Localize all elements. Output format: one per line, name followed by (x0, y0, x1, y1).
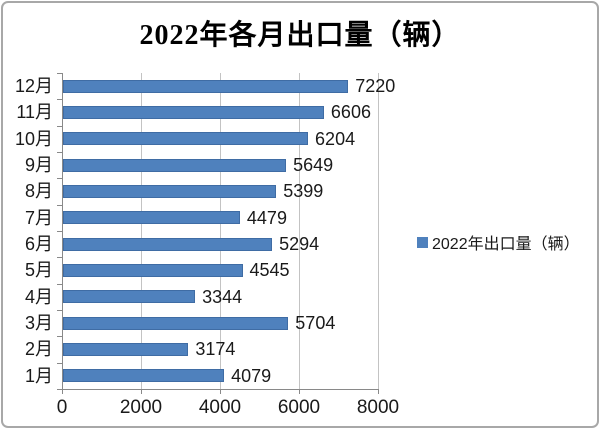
bar (63, 158, 287, 172)
bar-value-label: 5704 (295, 313, 336, 333)
x-axis-tick (299, 389, 300, 394)
y-category-label: 8月 (24, 181, 53, 202)
y-axis-tick (57, 336, 62, 338)
bar-value-label: 5399 (283, 181, 324, 202)
x-tick-label: 2000 (119, 397, 163, 418)
bar (63, 369, 225, 383)
x-tick-label: 4000 (198, 397, 242, 418)
bar-value-label: 7220 (355, 76, 396, 96)
x-axis-tick (62, 389, 63, 394)
bar (63, 316, 289, 330)
legend-marker-icon (417, 236, 428, 248)
y-category-label: 3月 (24, 313, 53, 333)
y-axis-tick (57, 310, 62, 311)
bar-value-label: 5294 (279, 234, 320, 254)
y-axis-tick (57, 178, 62, 180)
gridline (141, 73, 142, 389)
y-axis-tick (57, 257, 62, 259)
y-axis-tick (57, 204, 62, 206)
bar (63, 132, 309, 146)
legend-label: 2022年出口量（辆） (432, 236, 580, 253)
y-category-label: 9月 (24, 155, 53, 175)
y-axis-tick (57, 152, 62, 153)
bar-value-label: 5649 (293, 155, 334, 175)
y-axis-tick (57, 99, 62, 101)
bar-value-label: 6204 (315, 128, 356, 149)
bar (63, 211, 240, 225)
bar (63, 106, 324, 119)
y-category-label: 5月 (24, 260, 53, 281)
y-category-label: 10月 (14, 128, 53, 149)
y-category-label: 2月 (24, 339, 53, 360)
y-category-label: 6月 (24, 234, 53, 254)
y-category-label: 11月 (16, 102, 53, 123)
bar-value-label: 4079 (231, 365, 272, 386)
bar (63, 264, 243, 277)
x-tick-label: 6000 (277, 397, 321, 418)
bar-value-label: 3344 (202, 286, 243, 307)
chart-title: 2022年各月出口量（辆） (139, 20, 461, 51)
x-tick-label: 8000 (356, 397, 400, 418)
y-category-label: 12月 (14, 76, 53, 96)
y-category-label: 4月 (24, 286, 53, 307)
y-axis-tick (57, 231, 62, 232)
y-category-label: 7月 (24, 207, 53, 228)
bar (63, 79, 349, 93)
bar (63, 185, 277, 198)
y-axis-tick (57, 125, 62, 127)
x-axis-tick (220, 389, 221, 394)
bar (63, 343, 189, 356)
gridline (378, 73, 379, 389)
legend: 2022年出口量（辆） (417, 230, 580, 254)
x-axis-tick (378, 389, 379, 394)
bar (63, 237, 273, 251)
bar-value-label: 3174 (195, 339, 236, 360)
x-axis-tick (141, 389, 142, 394)
bar-value-label: 4545 (249, 260, 290, 281)
gridline (299, 73, 300, 389)
y-axis-line (62, 73, 63, 390)
bar-value-label: 4479 (246, 207, 287, 228)
x-axis-line (57, 389, 379, 390)
bar-value-label: 6606 (330, 102, 371, 123)
y-category-label: 1月 (24, 365, 53, 386)
bar (63, 290, 196, 304)
y-axis-tick (57, 362, 62, 364)
x-tick-label: 0 (56, 397, 68, 418)
y-axis-tick (57, 283, 62, 285)
y-axis-tick (57, 73, 62, 74)
gridline (220, 73, 221, 389)
